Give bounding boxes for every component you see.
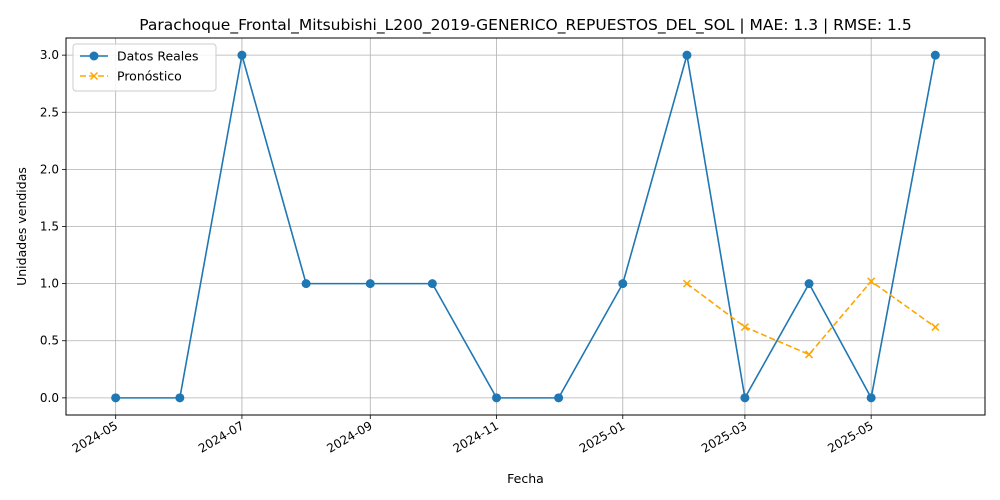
point: [930, 50, 940, 60]
point-stroke: [682, 279, 691, 288]
point: [682, 279, 691, 288]
y-tick-label: 1.0: [40, 277, 59, 291]
point: [111, 393, 121, 403]
x-tick-label: 2025-05: [825, 418, 875, 455]
series-line-1: [115, 54, 937, 401]
x-tick-label: 2024-05: [70, 418, 120, 455]
x-tick-label: 2024-11: [451, 418, 501, 455]
legend: Datos Reales Pronóstico: [72, 43, 217, 92]
legend-label: Datos Reales: [117, 49, 198, 64]
point-stroke: [931, 323, 940, 332]
point-stroke: [805, 350, 814, 359]
point: [931, 323, 940, 332]
y-tick-label: 0.0: [40, 391, 59, 405]
axis-ticks: 2024-05 2024-07 2024-09 2024-11 2025-01 2025-…: [40, 48, 876, 456]
x-tick-label: 2024-07: [196, 418, 246, 455]
x-tick-label: 2025-03: [699, 418, 749, 455]
point: [866, 393, 876, 403]
y-tick-label: 0.5: [40, 334, 59, 348]
point: [618, 279, 628, 289]
point: [805, 350, 814, 359]
legend-label: Pronóstico: [117, 69, 182, 84]
point: [89, 71, 99, 81]
y-axis-label: Unidades vendidas: [14, 167, 29, 286]
point: [740, 393, 750, 403]
point: [554, 393, 564, 403]
plot-series: [111, 50, 940, 403]
point-stroke: [740, 323, 749, 332]
y-tick-label: 2.0: [40, 162, 59, 176]
point: [237, 50, 247, 60]
y-tick-label: 2.5: [40, 105, 59, 119]
point: [175, 393, 185, 403]
point-stroke: [89, 71, 99, 81]
point: [427, 279, 437, 289]
point: [365, 279, 375, 289]
point: [740, 323, 749, 332]
legend-frame: [72, 43, 217, 92]
point: [682, 50, 692, 60]
chart-title: Parachoque_Frontal_Mitsubishi_L200_2019-…: [139, 16, 911, 35]
x-tick-label: 2025-01: [577, 418, 627, 455]
point: [89, 51, 99, 61]
x-axis-label: Fecha: [507, 471, 544, 486]
point-stroke: [867, 277, 876, 286]
point: [804, 279, 814, 289]
point: [492, 393, 502, 403]
point: [301, 279, 311, 289]
y-tick-label: 1.5: [40, 220, 59, 234]
series-line-2: [686, 280, 936, 356]
y-tick-label: 3.0: [40, 48, 59, 62]
x-tick-label: 2024-09: [324, 418, 374, 455]
grid: [66, 38, 985, 415]
point: [867, 277, 876, 286]
